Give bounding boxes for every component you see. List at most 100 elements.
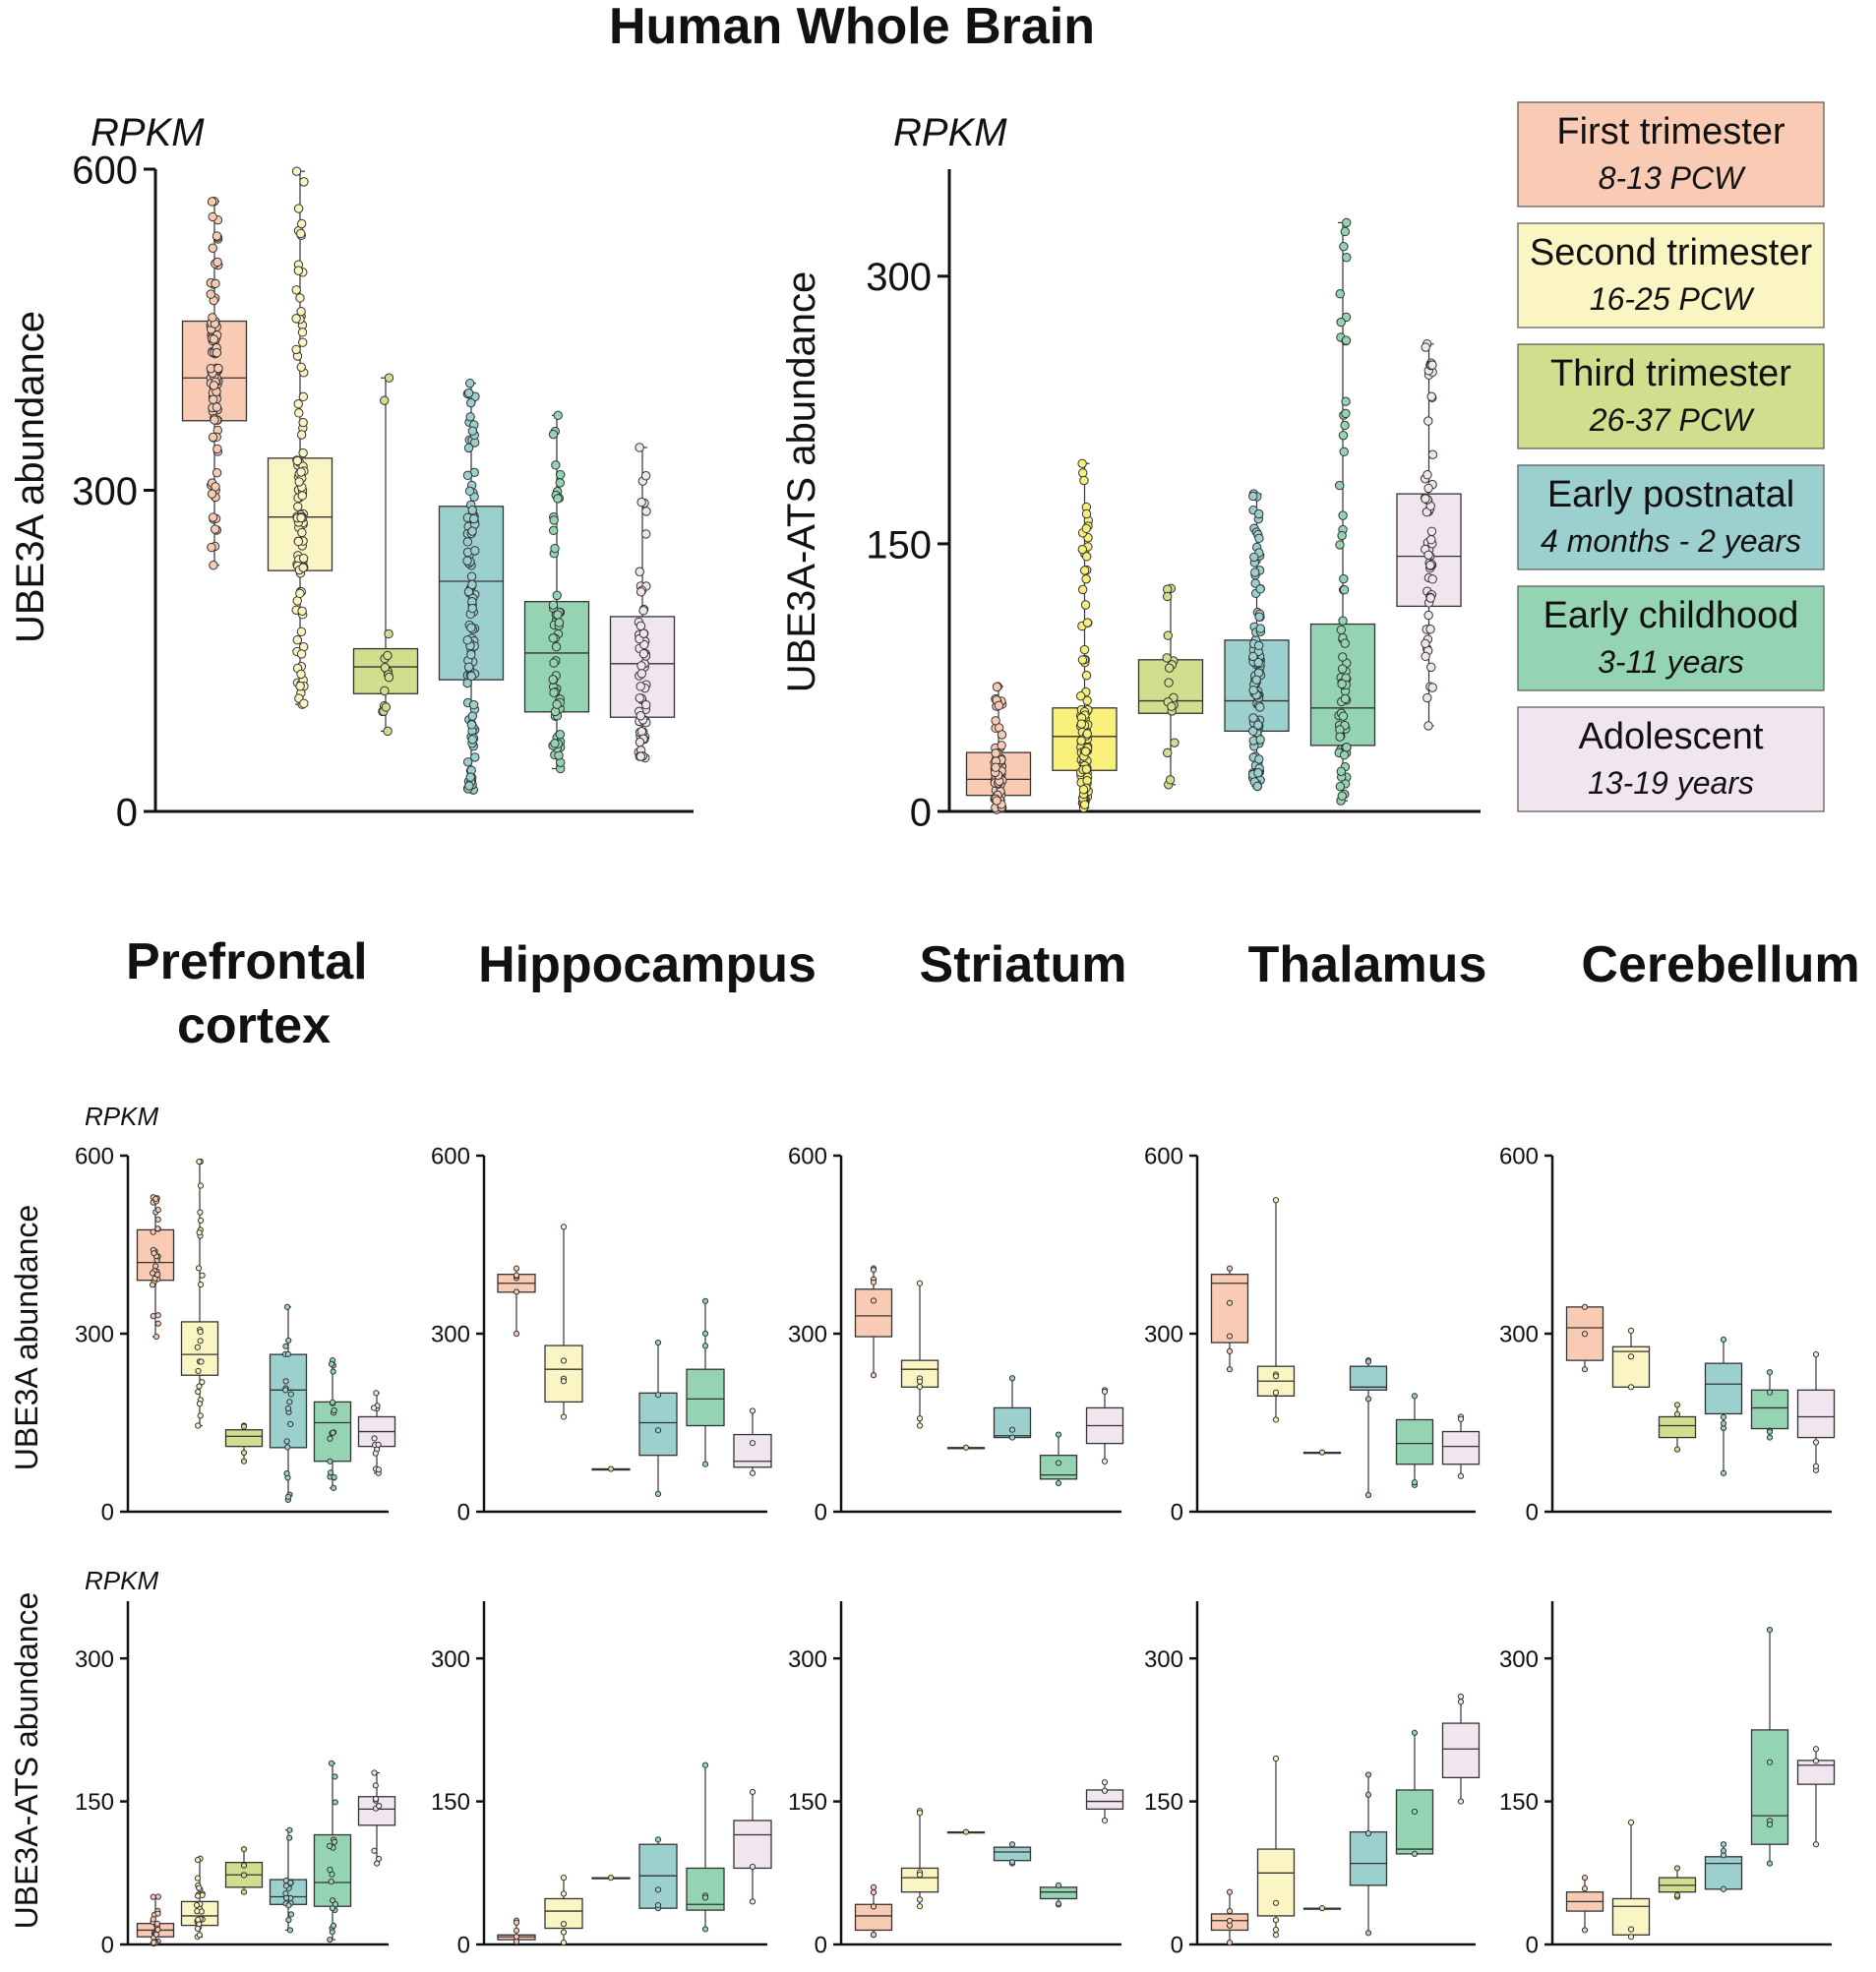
data-point bbox=[607, 1465, 615, 1472]
unit-label: RPKM bbox=[893, 111, 1007, 154]
box-third-trimester bbox=[1302, 1449, 1342, 1456]
y-tick-label: 300 bbox=[1499, 1646, 1539, 1673]
legend-sublabel: 3-11 years bbox=[1598, 644, 1744, 680]
data-point bbox=[285, 1902, 292, 1909]
data-point bbox=[208, 211, 217, 222]
data-point bbox=[1226, 1333, 1234, 1340]
data-point bbox=[1339, 750, 1350, 760]
box-rect bbox=[1395, 1418, 1434, 1465]
legend-item-adolescent: Adolescent 13-19 years bbox=[1517, 706, 1825, 812]
data-point bbox=[1338, 616, 1348, 626]
box-adolescent bbox=[357, 1769, 396, 1867]
legend-label: Third trimester bbox=[1550, 353, 1791, 394]
data-point bbox=[1272, 1197, 1280, 1204]
data-point bbox=[194, 1875, 202, 1882]
data-point bbox=[152, 1195, 159, 1203]
data-point bbox=[376, 1855, 383, 1863]
data-point bbox=[513, 1934, 520, 1941]
data-point bbox=[467, 711, 477, 721]
data-point bbox=[197, 1281, 205, 1288]
data-point bbox=[1082, 618, 1093, 627]
box-first-trimester bbox=[136, 1893, 175, 1947]
data-point bbox=[1338, 510, 1348, 520]
data-point bbox=[283, 1470, 290, 1477]
box-early-postnatal bbox=[438, 378, 505, 795]
box-adolescent bbox=[1441, 1413, 1481, 1479]
data-point bbox=[635, 443, 644, 452]
legend-label: First trimester bbox=[1556, 111, 1785, 152]
data-point bbox=[1337, 679, 1347, 689]
y-tick-label: 0 bbox=[457, 1500, 470, 1526]
data-point bbox=[1812, 1841, 1820, 1848]
data-point bbox=[916, 1422, 924, 1429]
data-point bbox=[870, 1279, 877, 1285]
data-point bbox=[1766, 1389, 1774, 1396]
legend-swatch bbox=[1517, 343, 1825, 449]
data-point bbox=[1341, 408, 1351, 419]
data-point bbox=[636, 727, 647, 737]
data-point bbox=[196, 1401, 204, 1407]
data-point bbox=[1252, 781, 1262, 792]
data-point bbox=[1457, 1415, 1465, 1422]
data-point bbox=[1364, 1791, 1372, 1798]
data-point bbox=[1364, 1930, 1372, 1937]
data-point bbox=[1163, 747, 1173, 758]
data-point bbox=[1425, 593, 1435, 603]
box-first-trimester bbox=[181, 196, 248, 570]
data-point bbox=[1081, 764, 1092, 774]
region-title-hippocampus: Hippocampus bbox=[478, 936, 817, 993]
data-point bbox=[560, 1890, 568, 1897]
data-point bbox=[240, 1862, 248, 1869]
data-point bbox=[1673, 1446, 1681, 1453]
data-point bbox=[640, 699, 651, 710]
data-point bbox=[636, 669, 647, 679]
legend-label: Second trimester bbox=[1530, 232, 1813, 273]
data-point bbox=[1457, 1699, 1465, 1705]
data-point bbox=[327, 1435, 333, 1442]
data-point bbox=[513, 1272, 520, 1279]
box-second-trimester bbox=[1256, 1755, 1296, 1939]
data-point bbox=[469, 513, 479, 524]
data-point bbox=[1078, 468, 1088, 478]
data-point bbox=[466, 571, 477, 581]
data-point bbox=[196, 1229, 203, 1236]
data-point bbox=[465, 378, 475, 388]
box-adolescent bbox=[1396, 339, 1462, 731]
data-point bbox=[1101, 1787, 1109, 1794]
data-point bbox=[287, 1880, 294, 1886]
data-point bbox=[1077, 544, 1088, 555]
y-axis-label: UBE3A abundance bbox=[9, 311, 52, 643]
data-point bbox=[640, 471, 651, 481]
legend-sublabel: 16-25 PCW bbox=[1590, 281, 1755, 317]
y-tick-label: 0 bbox=[815, 1500, 827, 1526]
data-point bbox=[373, 1390, 380, 1397]
data-point bbox=[240, 1845, 248, 1853]
box-third-trimester bbox=[591, 1875, 631, 1882]
data-point bbox=[1079, 566, 1090, 575]
data-point bbox=[1339, 241, 1349, 252]
box-early-postnatal bbox=[1349, 1771, 1388, 1937]
region-title-prefrontal-line1: Prefrontal bbox=[126, 933, 368, 990]
data-point bbox=[296, 669, 306, 680]
data-point bbox=[1673, 1891, 1681, 1899]
data-point bbox=[1226, 1907, 1234, 1915]
box-adolescent bbox=[357, 1390, 396, 1476]
data-point bbox=[1272, 1755, 1280, 1763]
data-point bbox=[1335, 540, 1345, 550]
data-point bbox=[560, 1378, 568, 1385]
data-point bbox=[330, 1429, 336, 1436]
box-rect bbox=[1611, 1345, 1651, 1388]
data-point bbox=[298, 563, 308, 572]
data-point bbox=[1341, 335, 1352, 345]
data-point bbox=[962, 1444, 970, 1451]
data-point bbox=[299, 698, 309, 708]
data-point bbox=[150, 1228, 156, 1235]
data-point bbox=[292, 455, 303, 466]
data-point bbox=[1340, 638, 1350, 648]
data-point bbox=[462, 757, 473, 767]
data-point bbox=[212, 231, 222, 241]
data-point bbox=[462, 470, 473, 481]
data-point bbox=[1255, 584, 1265, 594]
data-point bbox=[548, 675, 558, 685]
data-point bbox=[635, 567, 644, 576]
